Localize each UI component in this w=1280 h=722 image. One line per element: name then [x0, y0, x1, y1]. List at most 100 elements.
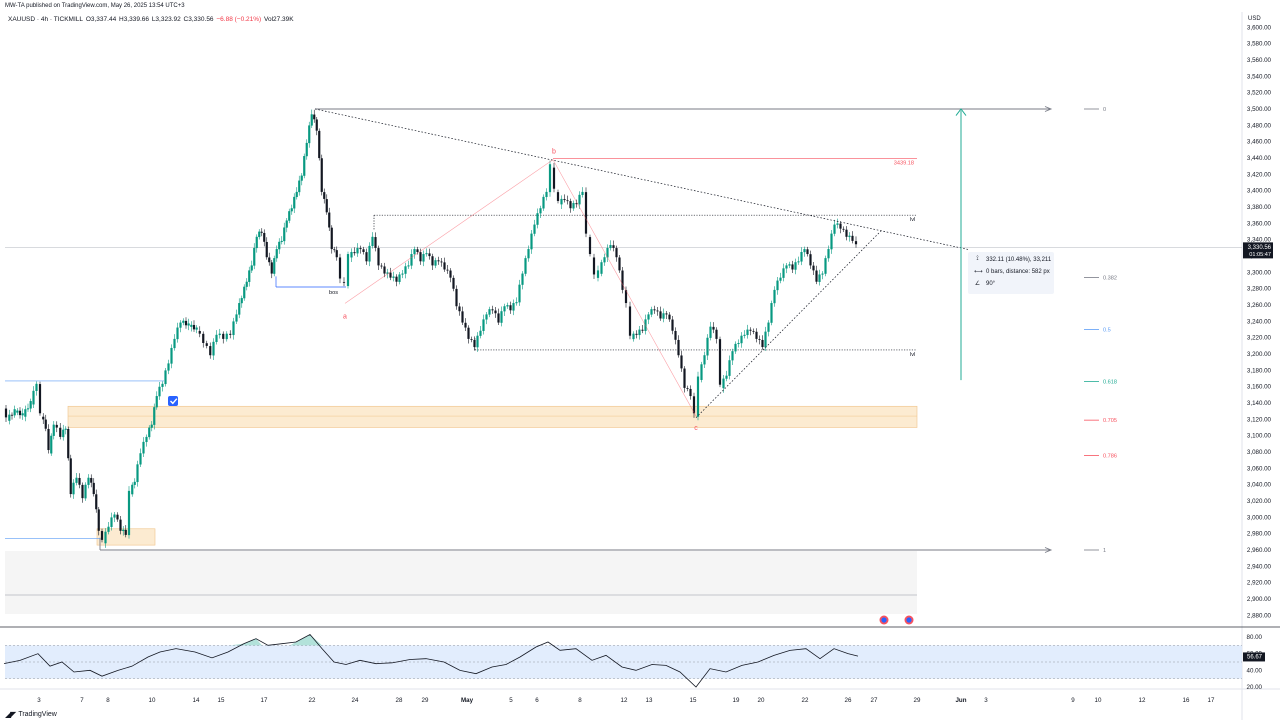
candle-body[interactable]: [253, 247, 256, 266]
candle-body[interactable]: [740, 335, 743, 344]
candle-body[interactable]: [310, 114, 313, 126]
ascending-trendline[interactable]: [695, 229, 883, 418]
candle-body[interactable]: [539, 208, 542, 214]
candle-body[interactable]: [827, 249, 830, 259]
candle-body[interactable]: [330, 227, 333, 250]
candle-body[interactable]: [650, 309, 653, 315]
candle-body[interactable]: [494, 310, 497, 314]
candle-body[interactable]: [419, 252, 422, 262]
rsi-line[interactable]: [3, 633, 859, 688]
candle-body[interactable]: [812, 265, 815, 271]
candle-body[interactable]: [722, 378, 725, 389]
candle-body[interactable]: [235, 314, 238, 322]
candle-body[interactable]: [428, 253, 431, 257]
candle-body[interactable]: [67, 428, 70, 459]
candle-body[interactable]: [24, 409, 27, 417]
candle-body[interactable]: [122, 529, 125, 532]
candle-body[interactable]: [184, 320, 188, 326]
candle-body[interactable]: [395, 276, 398, 282]
candle-body[interactable]: [323, 192, 326, 199]
candle-body[interactable]: [119, 519, 122, 531]
candle-body[interactable]: [95, 494, 98, 510]
candle-body[interactable]: [8, 414, 11, 421]
candle-body[interactable]: [195, 327, 198, 330]
candle-body[interactable]: [298, 180, 301, 193]
candle-body[interactable]: [342, 281, 346, 283]
candle-body[interactable]: [821, 273, 824, 275]
candle-body[interactable]: [18, 410, 22, 416]
symbol-name[interactable]: XAUUSD · 4h · TICKMILL: [8, 16, 84, 23]
candle-body[interactable]: [647, 314, 650, 320]
candle-body[interactable]: [476, 335, 479, 348]
candle-body[interactable]: [615, 248, 618, 258]
candle-body[interactable]: [209, 346, 212, 356]
candle-body[interactable]: [205, 343, 208, 346]
candle-body[interactable]: [712, 326, 715, 330]
candle-body[interactable]: [150, 424, 153, 428]
candle-body[interactable]: [434, 260, 437, 266]
candle-body[interactable]: [136, 464, 139, 483]
candle-body[interactable]: [440, 261, 443, 263]
candle-body[interactable]: [764, 331, 767, 348]
candle-body[interactable]: [824, 258, 827, 274]
candle-body[interactable]: [818, 274, 821, 282]
candle-body[interactable]: [416, 249, 419, 252]
candle-body[interactable]: [830, 233, 833, 250]
candle-body[interactable]: [371, 236, 374, 247]
candle-body[interactable]: [731, 351, 734, 361]
candle-body[interactable]: [548, 164, 552, 193]
candle-body[interactable]: [81, 484, 84, 499]
candle-body[interactable]: [303, 156, 306, 176]
candle-body[interactable]: [268, 257, 271, 263]
main-pane[interactable]: [0, 0, 1242, 626]
candle-body[interactable]: [164, 370, 167, 385]
candle-body[interactable]: [50, 435, 53, 454]
candle-body[interactable]: [833, 224, 836, 234]
candle-body[interactable]: [612, 245, 615, 248]
candle-body[interactable]: [124, 529, 127, 535]
candle-body[interactable]: [255, 236, 258, 249]
candle-body[interactable]: [218, 333, 221, 336]
candle-body[interactable]: [854, 241, 858, 245]
candle-body[interactable]: [346, 254, 350, 287]
candle-body[interactable]: [797, 261, 800, 263]
candle-body[interactable]: [338, 257, 342, 279]
candle-body[interactable]: [755, 331, 758, 339]
candle-body[interactable]: [26, 408, 30, 410]
candle-body[interactable]: [706, 337, 709, 356]
candle-body[interactable]: [359, 248, 362, 250]
candle-body[interactable]: [158, 386, 161, 397]
candle-body[interactable]: [845, 229, 848, 237]
candle-body[interactable]: [668, 314, 671, 320]
candle-body[interactable]: [78, 477, 81, 485]
candle-body[interactable]: [133, 481, 136, 485]
candle-body[interactable]: [38, 384, 42, 414]
candle-body[interactable]: [155, 396, 158, 408]
candle-body[interactable]: [238, 303, 241, 315]
candle-body[interactable]: [592, 257, 596, 275]
candle-body[interactable]: [461, 311, 464, 323]
candle-body[interactable]: [179, 322, 182, 328]
candle-body[interactable]: [362, 249, 365, 252]
candle-body[interactable]: [485, 314, 488, 320]
candle-body[interactable]: [315, 119, 318, 131]
candle-body[interactable]: [229, 333, 232, 335]
candle-body[interactable]: [398, 274, 401, 282]
candle-body[interactable]: [353, 252, 356, 254]
candle-body[interactable]: [515, 302, 518, 304]
candle-body[interactable]: [560, 198, 563, 205]
candle-body[interactable]: [758, 339, 761, 340]
candle-body[interactable]: [809, 254, 812, 266]
candle-body[interactable]: [609, 244, 612, 249]
candle-body[interactable]: [386, 272, 389, 274]
candle-body[interactable]: [100, 531, 104, 540]
candle-body[interactable]: [32, 390, 35, 405]
candle-body[interactable]: [273, 258, 276, 274]
candle-body[interactable]: [578, 194, 581, 205]
candle-body[interactable]: [243, 286, 246, 299]
candle-body[interactable]: [464, 322, 467, 328]
candle-body[interactable]: [728, 360, 731, 376]
candle-body[interactable]: [69, 458, 72, 495]
candle-body[interactable]: [270, 262, 273, 274]
candle-body[interactable]: [624, 290, 628, 304]
